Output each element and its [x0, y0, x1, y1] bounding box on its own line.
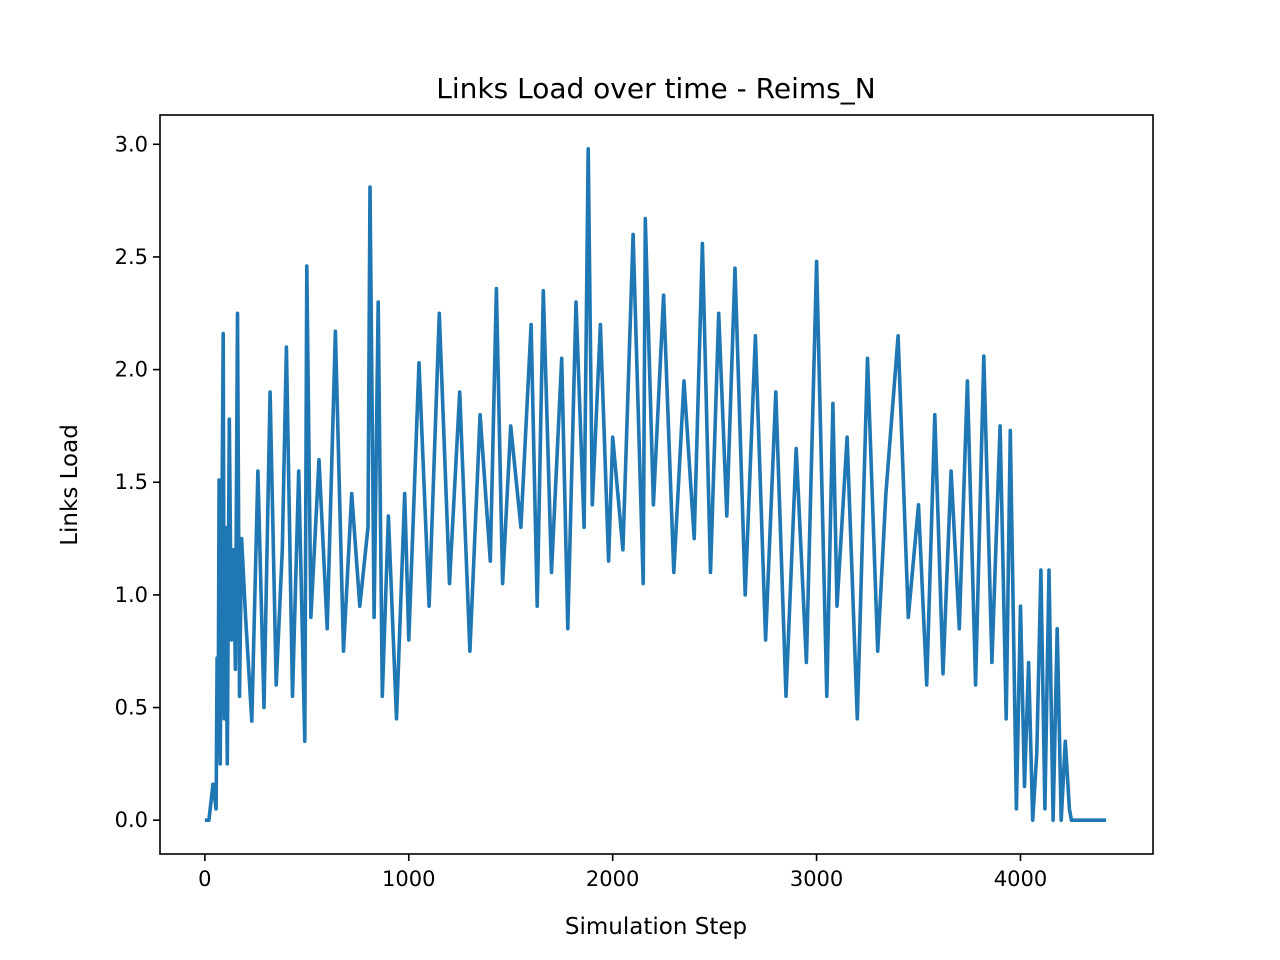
y-tick-label-1: 0.5 [115, 696, 148, 720]
y-tick-label-0: 0.0 [115, 808, 148, 832]
y-tick-label-4: 2.0 [115, 358, 148, 382]
x-axis: 0 1000 2000 3000 4000 [198, 854, 1047, 891]
y-tick-label-6: 3.0 [115, 132, 148, 156]
y-tick-label-2: 1.0 [115, 583, 148, 607]
y-tick-label-5: 2.5 [115, 245, 148, 269]
x-tick-label-1: 1000 [382, 867, 435, 891]
y-axis: 0.0 0.5 1.0 1.5 2.0 2.5 3.0 [115, 132, 160, 832]
plot-frame [159, 114, 1154, 855]
x-tick-label-2: 2000 [586, 867, 639, 891]
x-axis-label: Simulation Step [565, 914, 747, 940]
x-tick-label-3: 3000 [790, 867, 843, 891]
x-tick-label-4: 4000 [994, 867, 1047, 891]
series-line-0 [204, 147, 1107, 822]
series-layer [204, 147, 1107, 822]
y-axis-label: Links Load [57, 424, 83, 546]
x-tick-label-0: 0 [198, 867, 211, 891]
y-tick-label-3: 1.5 [115, 470, 148, 494]
chart-title: Links Load over time - Reims_N [436, 72, 875, 105]
